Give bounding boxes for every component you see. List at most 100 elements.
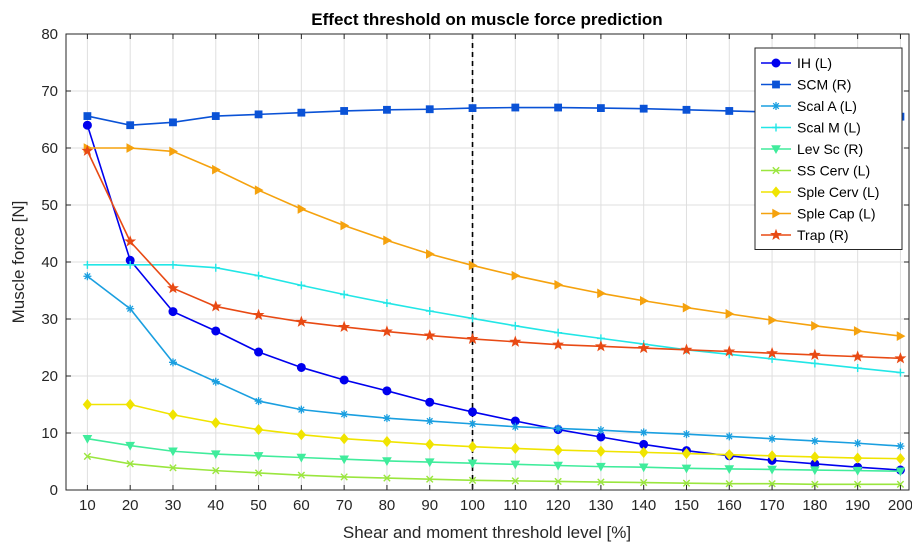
series-line [87,437,901,472]
data-point [597,478,605,486]
data-point [81,144,94,156]
data-point [895,453,906,465]
data-point [254,397,263,406]
x-tick-label: 180 [802,497,827,514]
data-point [296,429,307,441]
data-point [810,451,820,463]
y-tick-label: 10 [41,425,58,442]
data-point [771,58,781,68]
x-tick-label: 10 [79,497,96,514]
data-point [254,110,263,119]
y-tick-label: 80 [41,26,58,43]
data-point [211,417,221,429]
data-point [596,432,606,442]
y-tick-label: 0 [50,482,58,499]
data-point [810,466,820,476]
data-point [340,220,350,231]
series-ih-l [82,120,905,475]
data-point [596,104,605,112]
data-point [83,272,92,281]
data-point [768,354,777,363]
data-point [468,419,477,428]
data-point [853,326,863,336]
x-tick-label: 130 [588,497,613,514]
data-point [126,143,136,153]
data-point [383,235,392,246]
data-point [168,447,178,457]
data-point [425,438,435,450]
y-tick-label: 40 [41,254,58,271]
data-point [596,426,605,435]
series-line [86,124,901,471]
data-point [596,445,606,457]
data-point [209,300,222,312]
data-point [639,478,648,487]
data-point [681,447,692,460]
data-point [810,359,819,368]
data-point [811,320,820,331]
data-point [340,290,349,299]
x-tick-label: 100 [460,497,485,514]
data-point [468,260,478,271]
data-point [126,304,135,313]
data-point [552,338,565,350]
data-point [896,442,905,451]
data-point [296,362,306,372]
data-point [466,332,479,344]
data-point [597,288,606,299]
legend-label: Trap (R) [797,227,849,243]
data-point [254,271,263,280]
series-line [87,264,901,374]
data-point [254,185,264,196]
data-point [554,328,563,337]
data-point [853,480,862,488]
data-point [425,417,434,426]
data-point [83,260,92,269]
x-tick-label: 110 [503,497,527,514]
data-point [810,436,819,445]
x-tick-label: 90 [421,497,438,514]
data-point [380,325,393,337]
data-point [852,452,863,464]
data-point [169,464,177,472]
data-point [126,460,134,468]
data-point [772,123,780,132]
data-point [554,477,562,486]
data-point [510,460,521,470]
chart-title: Effect threshold on muscle force predict… [311,10,662,29]
data-point [126,121,135,130]
data-point [382,414,391,423]
data-point [211,377,220,386]
data-point [383,105,391,114]
data-point [468,407,478,417]
data-point [511,321,520,330]
y-axis-ticks: 0 10 20 30 40 50 60 70 80 [41,26,909,499]
legend-label: Sple Cap (L) [797,206,876,222]
x-axis-ticks: 10 20 30 40 50 60 70 80 90 100 110 120 130 140 150 160 1… [79,34,912,514]
data-point [340,107,349,115]
data-point [682,302,692,313]
series-line [87,403,901,460]
x-tick-label: 170 [760,497,785,514]
y-tick-label: 60 [41,140,58,157]
data-point [83,112,92,120]
data-point [169,118,177,127]
series-sple-cerv-l [82,398,906,465]
series-sple-cap-l [83,143,906,341]
data-point [340,473,348,481]
data-point [637,341,650,354]
data-point [424,458,435,468]
data-point [126,260,135,269]
data-point [295,315,308,327]
data-point [468,314,477,323]
data-point [426,249,435,259]
legend-label: IH (L) [797,55,832,71]
x-tick-label: 50 [250,497,267,514]
data-point [638,463,649,473]
data-point [338,320,351,333]
data-point [297,471,306,479]
data-point [425,105,434,114]
data-point [682,105,691,114]
x-tick-label: 160 [717,497,742,514]
x-tick-label: 120 [546,497,571,514]
